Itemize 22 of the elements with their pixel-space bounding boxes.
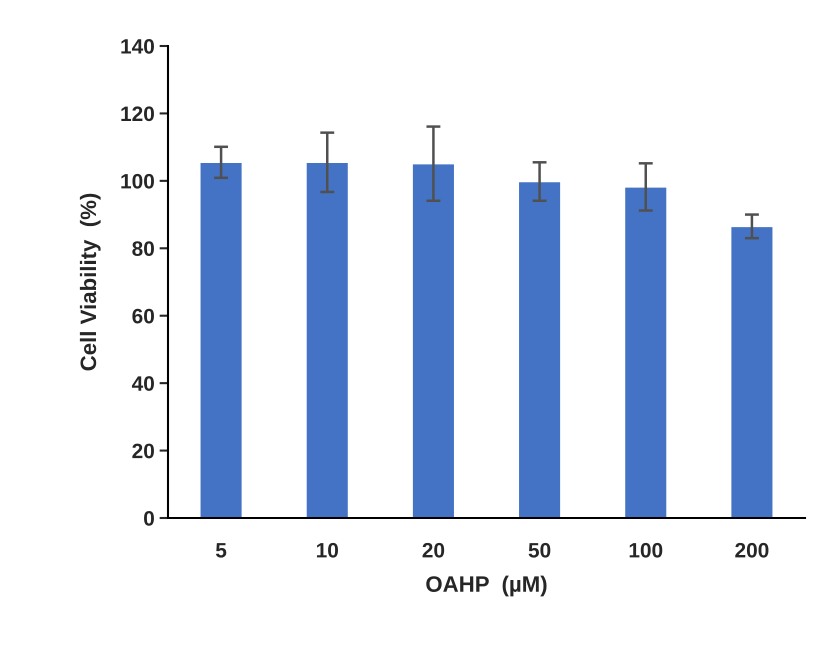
bar xyxy=(199,162,244,518)
x-tick-label: 200 xyxy=(735,542,768,558)
y-tick-label: 20 xyxy=(132,444,154,458)
x-axis-title: OAHP (µM) xyxy=(426,576,547,596)
x-tick-label: 10 xyxy=(316,542,338,558)
y-tick-label: 140 xyxy=(121,39,154,54)
x-tick-label: 5 xyxy=(216,543,226,558)
y-tick-label: 100 xyxy=(121,174,154,189)
bar xyxy=(411,162,456,518)
y-tick-label: 40 xyxy=(132,376,154,391)
y-tick-label: 120 xyxy=(121,106,154,122)
bar xyxy=(305,162,350,518)
x-tick-label: 100 xyxy=(630,542,662,558)
y-tick-label: 60 xyxy=(132,308,154,324)
y-tick-label: 0 xyxy=(144,511,154,526)
bar xyxy=(624,186,668,518)
y-axis-title: Cell Viability (%) xyxy=(80,194,101,370)
x-tick-label: 20 xyxy=(422,542,444,558)
x-tick-label: 50 xyxy=(528,542,550,558)
bar xyxy=(518,180,562,518)
y-tick-label: 80 xyxy=(132,241,154,256)
bar xyxy=(730,226,774,518)
